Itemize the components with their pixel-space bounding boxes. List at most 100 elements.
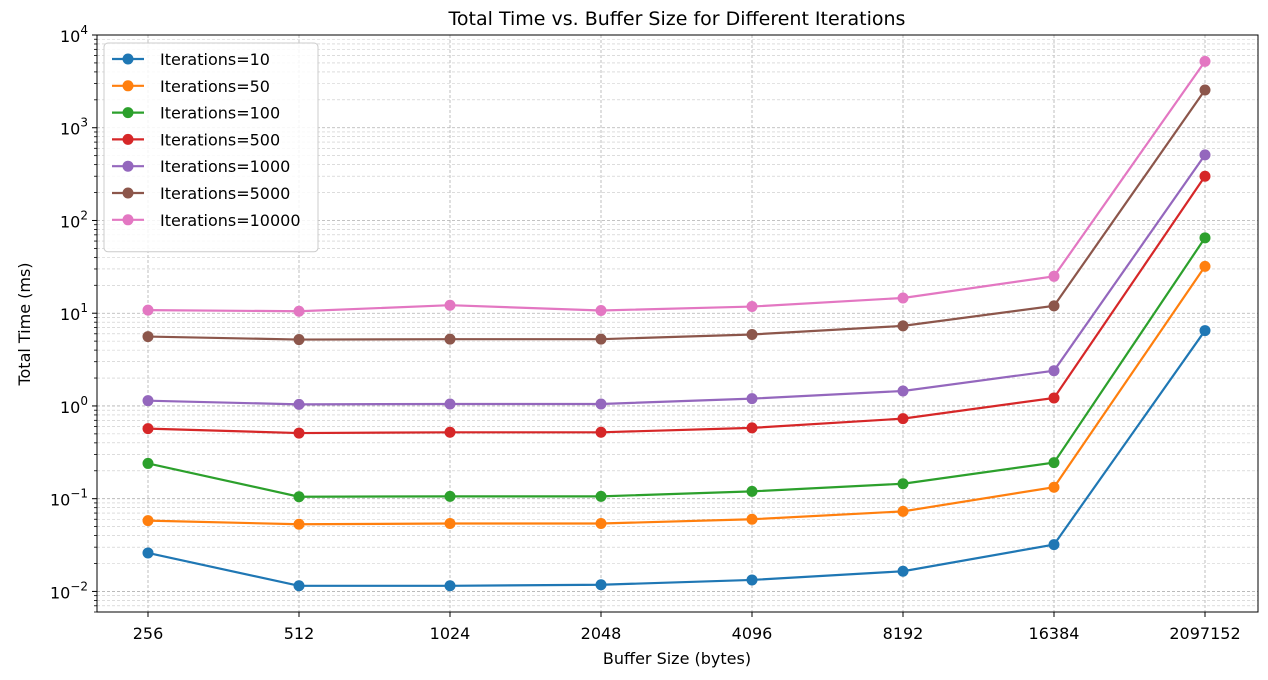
series-group [142, 325, 1211, 592]
data-point [1048, 539, 1060, 551]
legend-marker [122, 187, 134, 199]
data-point [1199, 260, 1211, 272]
data-point [293, 334, 305, 346]
legend-label: Iterations=5000 [160, 184, 290, 203]
data-point [142, 395, 154, 407]
series-line [147, 329, 1206, 587]
data-point [897, 565, 909, 577]
data-point [293, 398, 305, 410]
legend-label: Iterations=1000 [160, 157, 290, 176]
data-point [444, 333, 456, 345]
grid [97, 34, 1258, 613]
data-point [142, 547, 154, 559]
data-point [293, 580, 305, 592]
x-tick-label: 512 [284, 624, 315, 643]
series-group [142, 170, 1211, 439]
data-point [1048, 365, 1060, 377]
data-point [897, 385, 909, 397]
data-point [293, 491, 305, 503]
x-tick-label: 8192 [883, 624, 924, 643]
data-point [444, 398, 456, 410]
data-point [1048, 392, 1060, 404]
series-group [142, 232, 1211, 503]
y-axis-label: Total Time (ms) [15, 262, 34, 386]
data-point [293, 518, 305, 530]
chart-title: Total Time vs. Buffer Size for Different… [448, 8, 906, 30]
data-point [444, 490, 456, 502]
series-group [142, 260, 1211, 530]
y-axis: 10−2 10−1 100 101 102 103 104 [50, 23, 97, 613]
x-tick-label: 256 [133, 624, 164, 643]
data-point [1199, 170, 1211, 182]
data-point [1199, 84, 1211, 96]
data-point [746, 485, 758, 497]
legend-marker [122, 160, 134, 172]
data-point [746, 393, 758, 405]
x-tick-label: 4096 [732, 624, 773, 643]
data-point [444, 580, 456, 592]
data-point [1199, 149, 1211, 161]
data-point [897, 505, 909, 517]
data-point [142, 423, 154, 435]
data-point [1048, 300, 1060, 312]
data-point [142, 304, 154, 316]
data-point [746, 422, 758, 434]
legend-marker [122, 53, 134, 65]
series-line [147, 60, 1206, 313]
y-tick-label: 101 [60, 301, 88, 324]
data-point [293, 305, 305, 317]
data-point [746, 574, 758, 586]
legend-label: Iterations=50 [160, 77, 270, 96]
data-point [746, 301, 758, 313]
data-point [444, 518, 456, 530]
legend-label: Iterations=500 [160, 130, 280, 149]
series-line [147, 237, 1206, 498]
data-point [595, 490, 607, 502]
plot-frame [96, 34, 1259, 613]
data-point [142, 457, 154, 469]
data-point [746, 328, 758, 340]
data-point [1048, 457, 1060, 469]
legend-marker [122, 214, 134, 226]
x-tick-label: 1024 [430, 624, 471, 643]
y-tick-label: 10−1 [50, 487, 88, 510]
legend-label: Iterations=10000 [160, 211, 301, 230]
data-point [1048, 481, 1060, 493]
legend-marker [122, 80, 134, 92]
data-point [444, 299, 456, 311]
x-tick-label: 2048 [581, 624, 622, 643]
series-lines [142, 55, 1211, 592]
data-point [595, 398, 607, 410]
data-point [897, 478, 909, 490]
data-point [595, 426, 607, 438]
data-point [1048, 270, 1060, 282]
data-point [1199, 232, 1211, 244]
y-tick-label: 10−2 [50, 579, 88, 602]
data-point [897, 413, 909, 425]
legend-box [103, 42, 319, 253]
data-point [595, 579, 607, 591]
data-point [897, 292, 909, 304]
series-line [147, 89, 1206, 341]
data-point [1199, 325, 1211, 337]
legend-marker [122, 107, 134, 119]
y-tick-label: 103 [60, 116, 88, 139]
data-point [142, 331, 154, 343]
series-line [147, 154, 1206, 406]
legend: Iterations=10 Iterations=50 Iterations=100… [103, 42, 319, 253]
series-group [142, 149, 1211, 410]
y-tick-label: 100 [60, 394, 88, 417]
y-tick-label: 102 [60, 208, 88, 231]
x-tick-label: 2097152 [1169, 624, 1240, 643]
x-axis-label: Buffer Size (bytes) [603, 649, 751, 668]
data-point [1199, 55, 1211, 67]
legend-label: Iterations=100 [160, 104, 280, 123]
data-point [595, 304, 607, 316]
legend-label: Iterations=10 [160, 50, 270, 69]
series-line [147, 265, 1206, 526]
y-tick-label: 104 [60, 23, 88, 46]
data-point [595, 333, 607, 345]
x-tick-label: 16384 [1029, 624, 1080, 643]
